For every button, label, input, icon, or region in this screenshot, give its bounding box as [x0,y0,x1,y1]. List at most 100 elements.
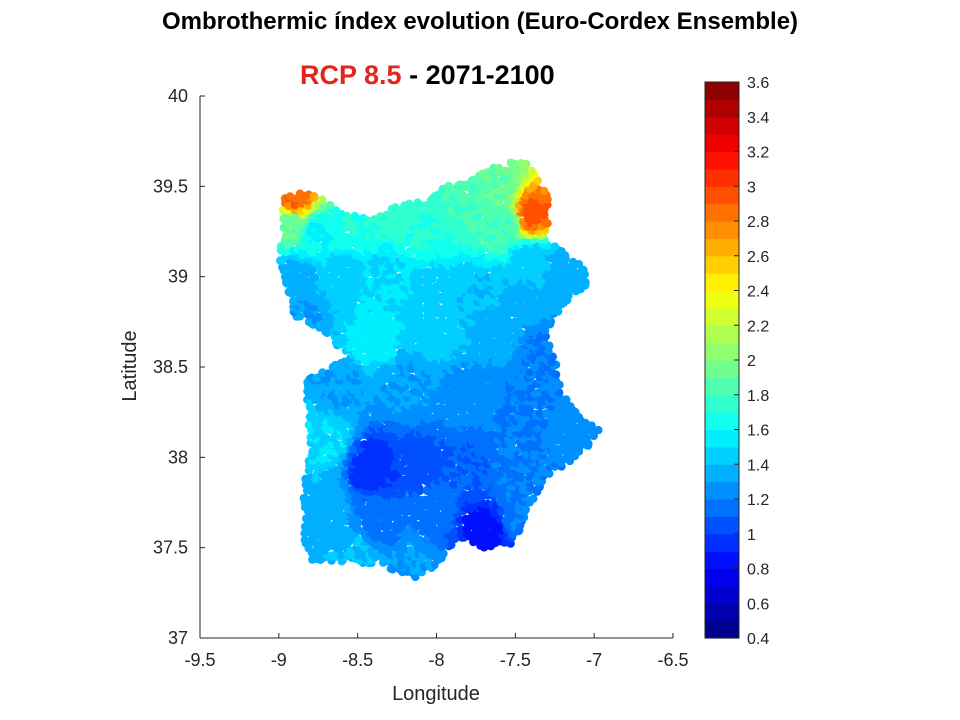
data-point [332,440,342,449]
data-point [353,439,362,448]
data-point [389,495,399,505]
data-point [581,418,590,428]
colorbar-band [705,221,739,239]
data-point [424,252,433,262]
data-point [354,535,363,545]
data-point [566,402,575,411]
data-point [366,403,375,413]
colorbar-band [705,342,739,361]
y-tick-label: 37 [168,628,188,648]
colorbar-tick-label: 2 [747,353,756,370]
x-tick-label: -7.5 [500,650,531,670]
colorbar-band [705,116,739,135]
data-point [388,318,398,328]
y-tick-label: 38.5 [153,357,188,377]
data-point [318,195,327,204]
data-point [416,200,425,209]
chart-title: Ombrothermic índex evolution (Euro-Corde… [161,8,799,35]
data-point [318,455,327,464]
x-tick-label: -8 [428,650,444,670]
scenario-period: 2071-2100 [425,60,555,90]
data-point [278,263,287,272]
colorbar-tick-label: 0.6 [747,596,769,613]
colorbar-band [705,533,739,552]
colorbar-band [705,360,739,378]
data-point [428,500,438,509]
data-point [568,257,578,267]
data-point [393,397,403,407]
data-point [550,242,559,251]
colorbar-band [705,603,739,622]
data-point [350,211,360,221]
data-point [346,283,355,292]
colorbar-band [705,186,739,205]
colorbar: 0.4 0.6 0.8 1 1.2 1.4 1.6 1.8 2 2.2 2.4 2.6 2.8 3 3.2 3… [704,75,769,648]
colorbar-band [705,516,739,535]
colorbar-band [705,255,739,274]
data-point [318,297,327,306]
data-point [420,495,430,504]
data-point [444,181,453,191]
data-point [322,212,331,221]
x-tick-label: -6.5 [657,650,688,670]
scenario-subtitle: RCP 8.5 - 2071-2100 [300,60,630,91]
data-point [388,565,397,574]
colorbar-tick-label: 2.4 [747,284,769,301]
data-point [394,404,403,413]
data-point [401,328,411,338]
colorbar-tick-label: 3 [747,179,756,196]
data-point [372,348,381,357]
colorbar-tick-label: 1.4 [747,457,769,474]
data-point [380,287,389,296]
data-point [425,474,434,483]
colorbar-tick-label: 2.6 [747,249,769,266]
data-point [292,271,302,280]
data-point [522,302,531,311]
y-tick-label: 37.5 [153,538,188,558]
data-point [442,419,451,428]
colorbar-band [705,82,739,100]
colorbar-tick-label: 2.8 [747,214,769,231]
colorbar-band [705,134,739,153]
colorbar-band [705,585,739,604]
scenario-label: RCP 8.5 [300,60,402,90]
data-point [459,191,468,201]
data-point [341,232,350,242]
data-point [490,176,499,185]
data-point [433,303,442,312]
x-axis-label: Longitude [392,683,480,705]
data-point [407,374,416,383]
data-point [415,535,424,545]
colorbar-band [705,429,739,448]
data-point [467,273,477,282]
data-point [309,192,319,201]
data-point [499,217,508,226]
data-point [405,199,414,208]
data-point [410,530,420,539]
data-point [415,302,424,312]
data-point [463,337,472,347]
data-point [504,342,513,351]
data-point [300,535,309,545]
data-point [376,212,385,221]
scenario-separator: - [401,60,426,90]
colorbar-band [705,99,739,118]
data-point [361,413,371,423]
data-point [284,201,293,211]
data-point [441,404,450,414]
y-tick-label: 39 [168,267,188,287]
data-point [535,409,545,418]
data-point [310,273,320,282]
x-tick-label: -9 [271,650,287,670]
data-point [562,395,571,404]
colorbar-band [705,620,739,639]
data-point [389,374,399,383]
data-point [397,217,407,226]
data-point [540,186,549,196]
data-point [517,393,526,403]
axes: -9.5 -9 -8.5 -8 -7.5 -7 -6.5 37 37.5 38 38.5 39 39.5… [153,86,689,670]
data-point [363,216,372,225]
data-point [527,166,536,176]
data-point [429,459,438,468]
data-point [331,206,341,215]
